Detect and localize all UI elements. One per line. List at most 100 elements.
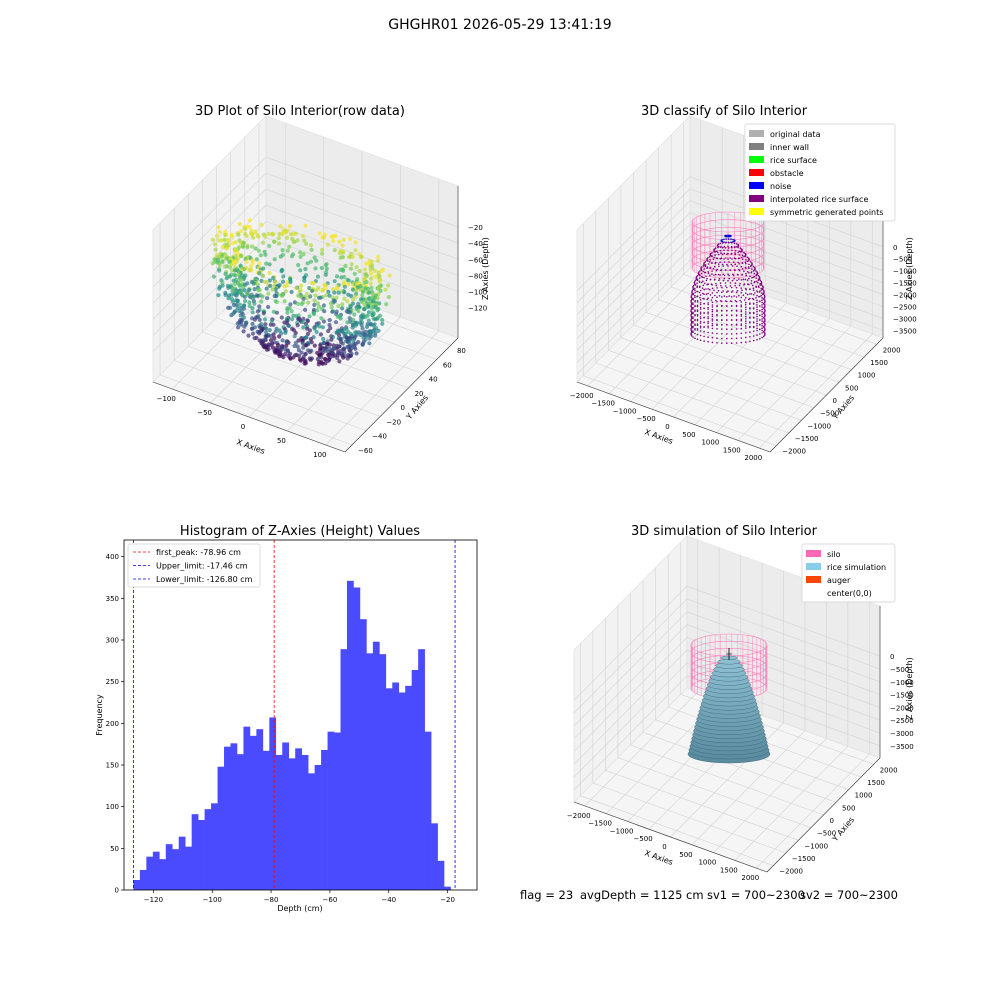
raw-point xyxy=(360,289,366,294)
raw-point xyxy=(373,317,378,322)
raw-point xyxy=(256,288,261,293)
raw-point xyxy=(279,269,284,274)
raw-point xyxy=(271,275,276,280)
raw-point xyxy=(250,331,256,336)
raw-point xyxy=(267,262,272,267)
raw-point xyxy=(304,292,309,297)
raw-point xyxy=(340,302,345,307)
raw-point xyxy=(210,237,215,242)
raw-point xyxy=(340,306,345,311)
raw-point xyxy=(312,298,317,303)
raw-point xyxy=(341,268,346,273)
raw-point xyxy=(241,329,246,334)
raw-point xyxy=(331,238,336,243)
raw-point xyxy=(304,241,309,246)
raw-point xyxy=(301,296,306,301)
raw-point xyxy=(246,333,251,338)
raw-point xyxy=(230,241,235,246)
sim-legend-swatch xyxy=(806,576,821,583)
raw-point xyxy=(328,301,334,306)
raw-y-axis-line xyxy=(344,337,459,453)
raw-point xyxy=(321,336,326,342)
raw-point xyxy=(286,323,292,328)
raw-point xyxy=(277,334,282,339)
simulation-legend: silo rice simulation auger center(0,0) xyxy=(801,543,896,603)
raw-point xyxy=(296,353,302,358)
raw-point xyxy=(375,295,380,301)
raw-point xyxy=(366,310,372,315)
raw-point xyxy=(334,295,339,300)
raw-point xyxy=(318,332,323,337)
raw-point xyxy=(324,293,329,298)
raw-point xyxy=(336,290,341,295)
raw-point xyxy=(259,299,264,304)
raw-point xyxy=(309,259,314,264)
raw-point xyxy=(359,299,364,304)
raw-grid-y xyxy=(230,303,423,374)
raw-point xyxy=(337,333,342,338)
raw-point xyxy=(243,227,248,232)
raw-grid-y xyxy=(159,374,353,446)
raw-point xyxy=(223,292,228,297)
histogram-title: Histogram of Z-Axies (Height) Values xyxy=(179,524,421,539)
raw-point xyxy=(259,278,264,283)
raw-point xyxy=(332,279,337,284)
raw-point xyxy=(347,316,352,321)
raw-point xyxy=(310,288,315,293)
raw-point xyxy=(352,312,357,317)
raw-point xyxy=(372,268,377,273)
raw-point xyxy=(245,245,250,250)
raw-point xyxy=(297,289,302,294)
raw-point xyxy=(349,293,354,299)
sim-x-tick: 1500 xyxy=(720,866,738,874)
raw-point xyxy=(217,268,222,273)
raw-point xyxy=(319,265,324,271)
raw-point xyxy=(302,278,307,283)
raw-point xyxy=(329,337,334,342)
raw-point xyxy=(320,325,325,330)
raw-point xyxy=(307,328,312,333)
raw-point xyxy=(263,252,268,257)
raw-point xyxy=(288,302,293,307)
raw-point xyxy=(296,263,301,268)
raw-point xyxy=(288,356,293,361)
raw-point xyxy=(339,275,344,280)
raw-grid-z xyxy=(265,172,459,244)
raw-point xyxy=(335,355,340,361)
raw-grid-y xyxy=(188,346,381,417)
raw-point xyxy=(283,351,288,357)
raw-point xyxy=(253,229,258,234)
raw-point xyxy=(312,343,317,348)
raw-point xyxy=(369,276,374,281)
raw-point xyxy=(236,232,241,237)
raw-point xyxy=(353,240,358,245)
raw-point xyxy=(369,306,374,311)
sim-y-tick: 1000 xyxy=(855,792,873,800)
raw-point xyxy=(308,357,313,362)
raw-point xyxy=(263,322,268,327)
raw-point xyxy=(260,273,265,278)
raw-point xyxy=(377,273,382,279)
raw-point xyxy=(258,253,264,258)
sim-y-tick: 2000 xyxy=(880,766,898,774)
raw-point xyxy=(345,320,350,325)
raw-point xyxy=(312,326,317,331)
raw-grid-z xyxy=(152,205,267,320)
raw-point xyxy=(327,322,332,328)
raw-point xyxy=(338,255,343,260)
sim-y-tick: 500 xyxy=(842,804,855,812)
raw-grid-z xyxy=(152,156,267,272)
raw-point xyxy=(273,329,278,334)
raw-point xyxy=(342,284,347,289)
raw-point xyxy=(261,311,266,316)
raw-point xyxy=(288,232,294,237)
raw-point xyxy=(346,282,351,287)
raw-point xyxy=(280,248,285,253)
raw-grid-y xyxy=(258,274,452,346)
raw-point xyxy=(287,224,292,229)
raw-point xyxy=(376,328,381,333)
raw-point xyxy=(324,266,329,271)
raw-point xyxy=(237,221,242,227)
raw-point xyxy=(274,299,279,305)
